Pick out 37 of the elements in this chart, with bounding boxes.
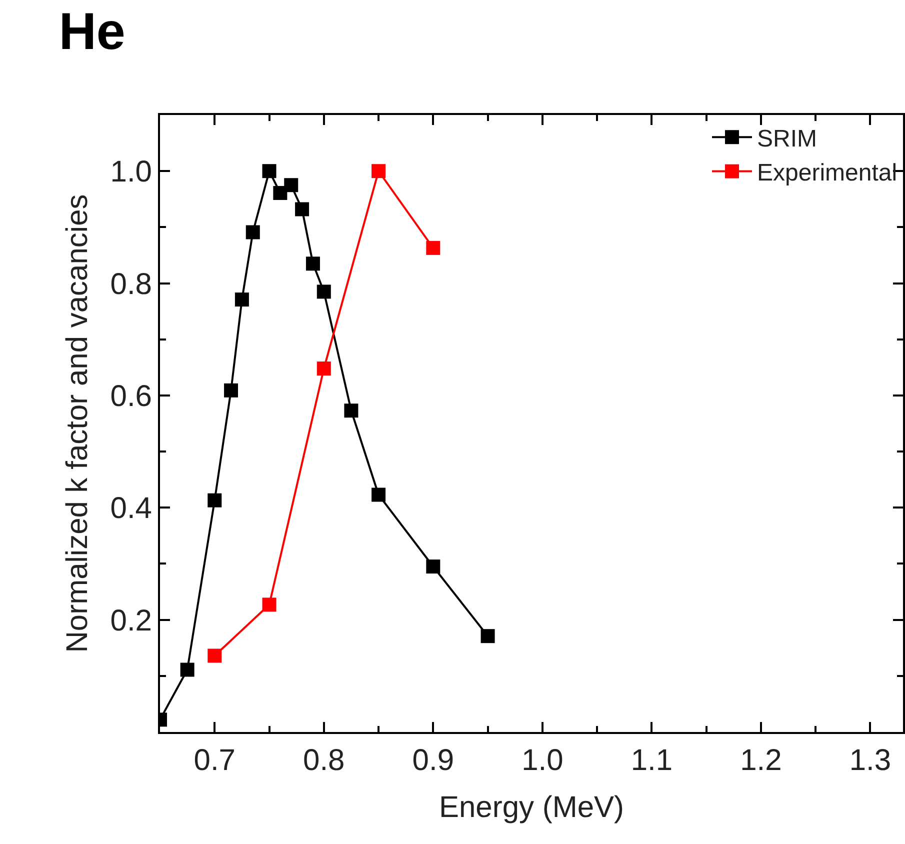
legend-label: SRIM (757, 125, 817, 152)
point (246, 225, 260, 240)
point (262, 598, 276, 612)
point (295, 202, 310, 216)
y-tick-label: 0.2 (110, 604, 152, 638)
x-tick-label: 0.7 (194, 744, 236, 777)
point (372, 164, 386, 178)
x-axis-title: Energy (MeV) (438, 791, 624, 824)
point (262, 164, 276, 178)
point (316, 284, 331, 299)
point (208, 648, 222, 663)
x-tick-label: 0.8 (303, 744, 345, 777)
point (372, 488, 386, 502)
x-tick-label: 1.1 (630, 744, 673, 777)
point (180, 662, 194, 677)
point (316, 362, 331, 376)
point (208, 493, 222, 508)
legend-label: Experimental (757, 160, 898, 187)
point (273, 186, 288, 200)
point (306, 256, 320, 271)
x-tick-label: 1.0 (522, 744, 564, 777)
chart-title: He (58, 3, 126, 62)
y-tick-label: 0.8 (110, 268, 152, 301)
point (284, 178, 298, 192)
x-tick-label: 1.2 (740, 744, 782, 777)
point (426, 240, 440, 255)
point (480, 629, 495, 644)
y-tick-label: 0.6 (110, 380, 152, 413)
y-axis-title: Normalized k factor and vacancies (60, 194, 94, 653)
x-tick-label: 1.3 (849, 744, 892, 777)
point (224, 383, 238, 398)
y-tick-label: 0.4 (110, 492, 152, 526)
point (344, 404, 358, 418)
x-tick-label: 0.9 (412, 744, 454, 777)
point (426, 560, 440, 574)
point (234, 292, 249, 307)
y-tick-label: 1.0 (110, 156, 152, 189)
